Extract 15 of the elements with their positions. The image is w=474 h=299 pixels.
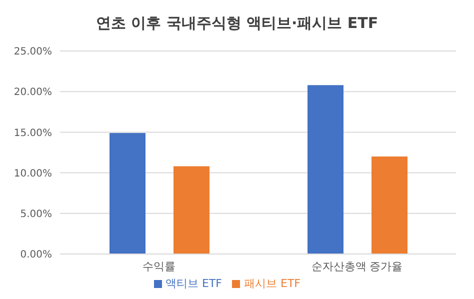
bar (308, 85, 344, 254)
chart-title: 연초 이후 국내주식형 액티브·패시브 ETF (94, 14, 380, 33)
y-tick-label: 25.00% (14, 46, 52, 58)
legend-label: 패시브 ETF (244, 277, 300, 290)
bar (372, 156, 408, 254)
bar (174, 166, 210, 254)
y-tick-label: 20.00% (14, 87, 52, 98)
bar (110, 133, 146, 254)
x-tick-label: 수익률 (142, 260, 176, 273)
x-tick-label: 순자산총액 증가율 (311, 260, 403, 273)
legend-label: 액티브 ETF (166, 277, 222, 290)
y-tick-label: 15.00% (14, 128, 52, 139)
y-tick-label: 5.00% (20, 208, 52, 220)
y-tick-label: 0.00% (20, 250, 52, 261)
y-tick-label: 10.00% (14, 168, 52, 180)
